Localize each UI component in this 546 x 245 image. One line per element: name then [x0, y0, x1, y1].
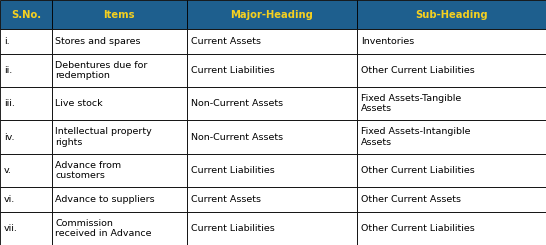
Bar	[187, 154, 357, 187]
Text: Non-Current Assets: Non-Current Assets	[191, 133, 283, 142]
Bar	[187, 53, 357, 87]
Text: Fixed Assets-Intangible
Assets: Fixed Assets-Intangible Assets	[361, 127, 471, 147]
Text: S.No.: S.No.	[11, 10, 41, 20]
Text: Other Current Assets: Other Current Assets	[361, 195, 461, 204]
Text: Intellectual property
rights: Intellectual property rights	[56, 127, 152, 147]
Text: Debentures due for
redemption: Debentures due for redemption	[56, 61, 148, 80]
Bar	[0, 211, 52, 245]
Text: Advance from
customers: Advance from customers	[56, 161, 122, 180]
Bar	[357, 211, 546, 245]
Bar	[187, 0, 357, 29]
Bar	[0, 29, 52, 53]
Text: Other Current Liabilities: Other Current Liabilities	[361, 224, 474, 233]
Bar	[357, 154, 546, 187]
Text: Advance to suppliers: Advance to suppliers	[56, 195, 155, 204]
Text: Other Current Liabilities: Other Current Liabilities	[361, 166, 474, 175]
Bar	[357, 87, 546, 120]
Bar	[357, 53, 546, 87]
Text: Major-Heading: Major-Heading	[230, 10, 313, 20]
Bar	[52, 0, 187, 29]
Text: Current Assets: Current Assets	[191, 37, 261, 46]
Bar	[187, 87, 357, 120]
Bar	[357, 120, 546, 154]
Bar	[0, 120, 52, 154]
Bar	[0, 87, 52, 120]
Text: Other Current Liabilities: Other Current Liabilities	[361, 66, 474, 75]
Bar	[52, 187, 187, 211]
Text: i.: i.	[4, 37, 9, 46]
Text: ii.: ii.	[4, 66, 12, 75]
Bar	[187, 211, 357, 245]
Text: vii.: vii.	[4, 224, 17, 233]
Bar	[0, 53, 52, 87]
Bar	[52, 154, 187, 187]
Bar	[187, 187, 357, 211]
Text: Sub-Heading: Sub-Heading	[415, 10, 488, 20]
Text: Current Assets: Current Assets	[191, 195, 261, 204]
Bar	[52, 87, 187, 120]
Text: Stores and spares: Stores and spares	[56, 37, 141, 46]
Bar	[187, 29, 357, 53]
Text: iv.: iv.	[4, 133, 14, 142]
Text: Items: Items	[104, 10, 135, 20]
Text: v.: v.	[4, 166, 11, 175]
Text: Current Liabilities: Current Liabilities	[191, 166, 275, 175]
Bar	[357, 187, 546, 211]
Bar	[52, 120, 187, 154]
Bar	[52, 53, 187, 87]
Bar	[357, 29, 546, 53]
Bar	[0, 187, 52, 211]
Bar	[0, 0, 52, 29]
Text: Non-Current Assets: Non-Current Assets	[191, 99, 283, 108]
Text: Live stock: Live stock	[56, 99, 103, 108]
Text: Current Liabilities: Current Liabilities	[191, 66, 275, 75]
Bar	[0, 154, 52, 187]
Bar	[52, 29, 187, 53]
Bar	[357, 0, 546, 29]
Text: Fixed Assets-Tangible
Assets: Fixed Assets-Tangible Assets	[361, 94, 461, 113]
Text: Commission
received in Advance: Commission received in Advance	[56, 219, 152, 238]
Text: vi.: vi.	[4, 195, 15, 204]
Bar	[187, 120, 357, 154]
Text: iii.: iii.	[4, 99, 15, 108]
Text: Current Liabilities: Current Liabilities	[191, 224, 275, 233]
Bar	[52, 211, 187, 245]
Text: Inventories: Inventories	[361, 37, 414, 46]
